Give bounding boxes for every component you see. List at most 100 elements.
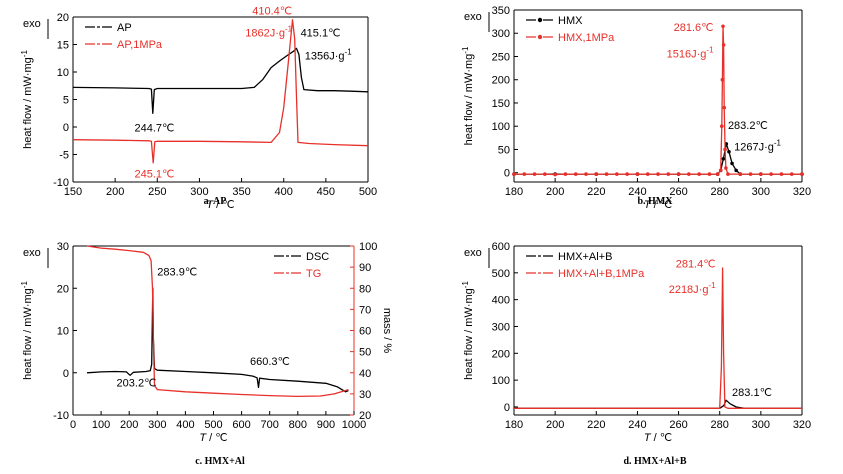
y2-tick-label: 40 <box>359 368 371 380</box>
annotation-label: 283.9℃ <box>157 267 197 279</box>
x-tick-label: 300 <box>752 419 770 431</box>
data-point <box>726 172 730 176</box>
y2-tick-label: 60 <box>359 326 371 338</box>
legend-label: TG <box>306 268 321 280</box>
y-tick-label: 0 <box>504 168 510 180</box>
y-tick-label: 100 <box>492 121 510 133</box>
y2-tick-label: 100 <box>359 241 377 253</box>
y-tick-label: 10 <box>57 67 69 79</box>
data-point <box>727 149 731 154</box>
y2-tick-label: 70 <box>359 304 371 316</box>
y-tick-label: -10 <box>53 410 69 422</box>
legend-label: HMX+Al+B,1MPa <box>558 268 645 280</box>
annotation-label: 410.4℃ <box>252 5 292 17</box>
y2-tick-label: 90 <box>359 262 371 274</box>
y-tick-label: 10 <box>57 326 69 338</box>
legend-label: AP,1MPa <box>117 39 163 51</box>
x-tick-label: 240 <box>628 186 646 198</box>
data-point <box>522 172 527 176</box>
annotation-label: 203.2℃ <box>117 377 157 389</box>
annotation-label: 1267J·g-1 <box>734 138 781 153</box>
data-point <box>512 172 516 176</box>
legend-label: DSC <box>306 251 329 263</box>
data-point <box>779 172 784 176</box>
data-point <box>697 172 701 176</box>
y-tick-label: 150 <box>492 98 510 110</box>
y-tick-label: 50 <box>498 144 510 156</box>
y-tick-label: 300 <box>492 28 510 40</box>
data-point <box>723 147 727 152</box>
annotation-label: 245.1℃ <box>135 169 175 181</box>
series-line-0 <box>86 287 349 393</box>
figure-caption: b. HMX <box>638 196 674 207</box>
x-axis-label: T / ℃ <box>199 432 227 444</box>
x-tick-label: 250 <box>148 186 166 198</box>
y-axis-label: heat flow / mW·mg-1 <box>20 281 34 380</box>
annotation-label: 283.1℃ <box>732 387 772 399</box>
chart-panel-d: 180 200 220 240 260 280 300 320 0 100 200 300 400 500… <box>461 241 811 467</box>
data-point <box>532 172 537 176</box>
x-tick-label: 100 <box>92 419 110 431</box>
x-tick-label: 300 <box>148 419 166 431</box>
y-tick-label: 30 <box>57 241 69 253</box>
y-axis-label: heat flow / mW·mg-1 <box>20 50 34 149</box>
data-point <box>563 172 568 176</box>
annotation-label: 1356J·g-1 <box>305 47 352 62</box>
annotation-label: 281.4℃ <box>676 258 716 270</box>
y-tick-label: 400 <box>492 295 510 307</box>
data-point <box>759 172 763 176</box>
annotation-label: 2218J·g-1 <box>669 281 716 296</box>
data-point <box>719 124 724 129</box>
x-tick-label: 280 <box>711 186 729 198</box>
x-tick-label: 200 <box>546 186 564 198</box>
data-point <box>666 172 671 176</box>
data-point <box>715 172 720 176</box>
data-point <box>748 172 753 176</box>
y-tick-label: -10 <box>53 177 69 189</box>
data-point <box>573 172 578 176</box>
exo-label: exo <box>464 247 482 259</box>
x-tick-label: 320 <box>793 419 811 431</box>
x-axis-label: T / ℃ <box>644 432 672 444</box>
x-tick-label: 800 <box>289 419 307 431</box>
chart-panel-b: 180 200 220 240 260 280 300 320 0 50 100 150 200 250 3… <box>461 5 811 211</box>
data-point <box>722 105 727 110</box>
x-tick-label: 180 <box>505 419 523 431</box>
x-tick-label: 220 <box>587 419 605 431</box>
x-axis-label: T / ℃ <box>644 199 672 211</box>
x-tick-label: 400 <box>275 186 293 198</box>
series-line-0 <box>72 47 369 114</box>
annotation-label: 660.3℃ <box>250 356 290 368</box>
y-tick-label: 200 <box>492 75 510 87</box>
x-tick-label: 300 <box>752 186 770 198</box>
legend-marker <box>537 17 543 23</box>
data-point <box>707 172 712 176</box>
x-tick-label: 180 <box>505 186 523 198</box>
series-line-1 <box>86 245 349 398</box>
data-point <box>584 172 588 176</box>
data-point <box>789 172 794 176</box>
exo-label: exo <box>23 18 41 30</box>
data-point <box>594 172 599 176</box>
x-tick-label: 200 <box>546 419 564 431</box>
exo-label: exo <box>464 11 482 23</box>
data-point <box>553 172 557 177</box>
data-point <box>720 77 725 82</box>
data-point <box>769 172 773 176</box>
x-tick-label: 500 <box>359 186 377 198</box>
data-point <box>615 172 619 176</box>
chart-panel-a: 150 200 250 300 350 400 450 500 -10 -5 0 5 10 15 20 exo… <box>20 5 377 211</box>
x-tick-label: 600 <box>232 419 250 431</box>
x-axis-label: T / ℃ <box>206 199 234 211</box>
figure-caption: c. HMX+Al <box>195 456 245 467</box>
y2-tick-label: 30 <box>359 389 371 401</box>
x-tick-label: 500 <box>204 419 222 431</box>
x-tick-label: 220 <box>587 186 605 198</box>
data-point <box>721 24 725 29</box>
x-tick-label: 300 <box>190 186 208 198</box>
legend-marker <box>537 34 543 40</box>
y-tick-label: 200 <box>492 348 510 360</box>
y-tick-label: 0 <box>63 368 69 380</box>
y2-tick-label: 50 <box>359 347 371 359</box>
